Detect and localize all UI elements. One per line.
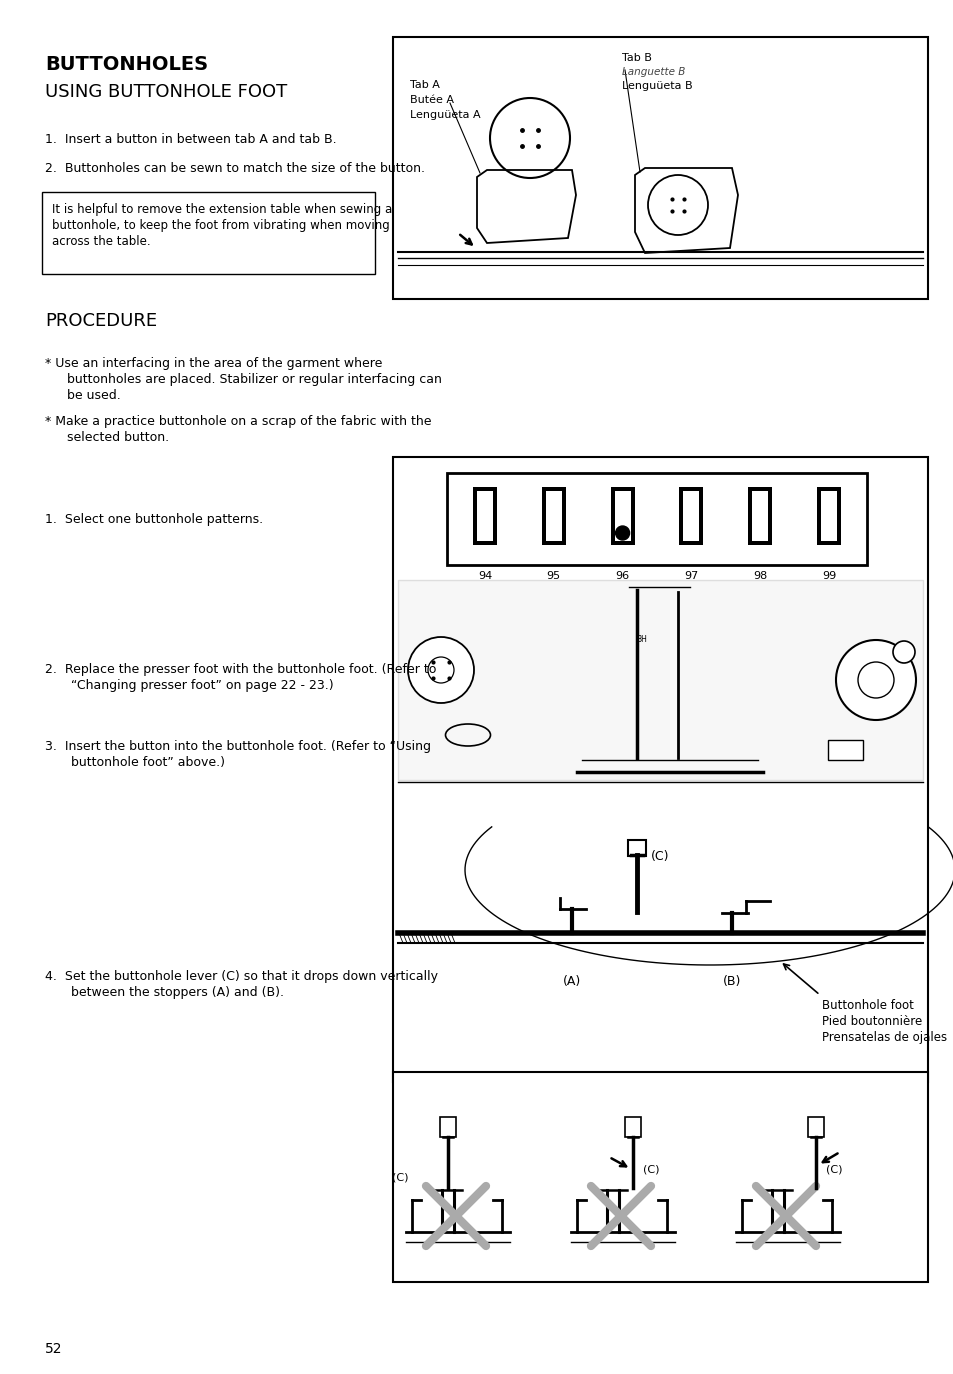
Circle shape: [892, 642, 914, 664]
Bar: [545, 491, 561, 541]
Text: BUTTONHOLES: BUTTONHOLES: [45, 55, 208, 74]
Text: 95: 95: [546, 572, 560, 581]
Text: Tab A: Tab A: [410, 80, 439, 91]
Text: 2.  Replace the presser foot with the buttonhole foot. (Refer to: 2. Replace the presser foot with the but…: [45, 664, 436, 676]
Bar: [397, 580, 923, 780]
Bar: [447, 473, 866, 565]
Text: 99: 99: [821, 572, 835, 581]
Circle shape: [428, 657, 454, 683]
Text: Tab B: Tab B: [621, 54, 651, 63]
Text: 98: 98: [752, 572, 766, 581]
Text: “Changing presser foot” on page 22 - 23.): “Changing presser foot” on page 22 - 23.…: [55, 679, 334, 692]
Text: * Make a practice buttonhole on a scrap of the fabric with the: * Make a practice buttonhole on a scrap …: [45, 415, 431, 427]
Text: selected button.: selected button.: [55, 431, 169, 444]
Text: It is helpful to remove the extension table when sewing a: It is helpful to remove the extension ta…: [52, 203, 392, 216]
Text: buttonhole foot” above.): buttonhole foot” above.): [55, 756, 225, 769]
Text: (C): (C): [642, 1165, 659, 1175]
Circle shape: [857, 662, 893, 698]
Text: Lenguüeta A: Lenguüeta A: [410, 110, 480, 120]
Text: 52: 52: [45, 1342, 63, 1356]
Bar: [614, 491, 630, 541]
Bar: [747, 486, 771, 545]
Text: Pied boutonnière: Pied boutonnière: [821, 1015, 922, 1028]
Text: 1.  Insert a button in between tab A and tab B.: 1. Insert a button in between tab A and …: [45, 133, 336, 146]
Bar: [679, 486, 702, 545]
Circle shape: [408, 638, 474, 703]
Circle shape: [647, 174, 707, 235]
Bar: [624, 1117, 640, 1138]
Text: (B): (B): [722, 976, 740, 988]
Text: 3.  Insert the button into the buttonhole foot. (Refer to “Using: 3. Insert the button into the buttonhole…: [45, 741, 431, 753]
Bar: [476, 491, 493, 541]
Text: (C): (C): [650, 851, 669, 863]
Text: * Use an interfacing in the area of the garment where: * Use an interfacing in the area of the …: [45, 357, 382, 370]
Text: buttonhole, to keep the foot from vibrating when moving: buttonhole, to keep the foot from vibrat…: [52, 218, 390, 232]
Text: 1.  Select one buttonhole patterns.: 1. Select one buttonhole patterns.: [45, 513, 263, 526]
Bar: [541, 486, 565, 545]
Bar: [827, 741, 862, 760]
Text: buttonholes are placed. Stabilizer or regular interfacing can: buttonholes are placed. Stabilizer or re…: [55, 372, 441, 386]
Text: (C): (C): [825, 1165, 841, 1175]
Bar: [821, 491, 836, 541]
Text: Lenguüeta B: Lenguüeta B: [621, 81, 692, 91]
Text: be used.: be used.: [55, 389, 121, 403]
Bar: [610, 486, 634, 545]
Circle shape: [835, 640, 915, 720]
Text: PROCEDURE: PROCEDURE: [45, 312, 157, 330]
Text: Butée A: Butée A: [410, 95, 454, 104]
Bar: [393, 37, 927, 300]
Circle shape: [490, 98, 569, 179]
Bar: [682, 491, 699, 541]
Text: (C): (C): [392, 1172, 408, 1182]
Text: 97: 97: [683, 572, 698, 581]
Bar: [473, 486, 497, 545]
Bar: [751, 491, 767, 541]
Bar: [816, 486, 841, 545]
Text: Prensatelas de ojales: Prensatelas de ojales: [821, 1030, 946, 1044]
Text: Languette B: Languette B: [621, 67, 684, 77]
Text: Buttonhole foot: Buttonhole foot: [821, 999, 913, 1013]
Text: 4.  Set the buttonhole lever (C) so that it drops down vertically: 4. Set the buttonhole lever (C) so that …: [45, 970, 437, 982]
Text: 96: 96: [615, 572, 629, 581]
Text: (A): (A): [562, 976, 580, 988]
Bar: [393, 458, 927, 1081]
Bar: [393, 1072, 927, 1282]
Text: 2.  Buttonholes can be sewn to match the size of the button.: 2. Buttonholes can be sewn to match the …: [45, 162, 424, 174]
Circle shape: [615, 526, 629, 540]
Bar: [627, 840, 645, 856]
Bar: [807, 1117, 823, 1138]
Text: across the table.: across the table.: [52, 235, 151, 247]
Bar: [42, 192, 375, 273]
Bar: [439, 1117, 456, 1138]
Text: 94: 94: [477, 572, 492, 581]
Text: between the stoppers (A) and (B).: between the stoppers (A) and (B).: [55, 987, 284, 999]
Text: BH: BH: [636, 635, 647, 644]
Text: USING BUTTONHOLE FOOT: USING BUTTONHOLE FOOT: [45, 82, 287, 102]
